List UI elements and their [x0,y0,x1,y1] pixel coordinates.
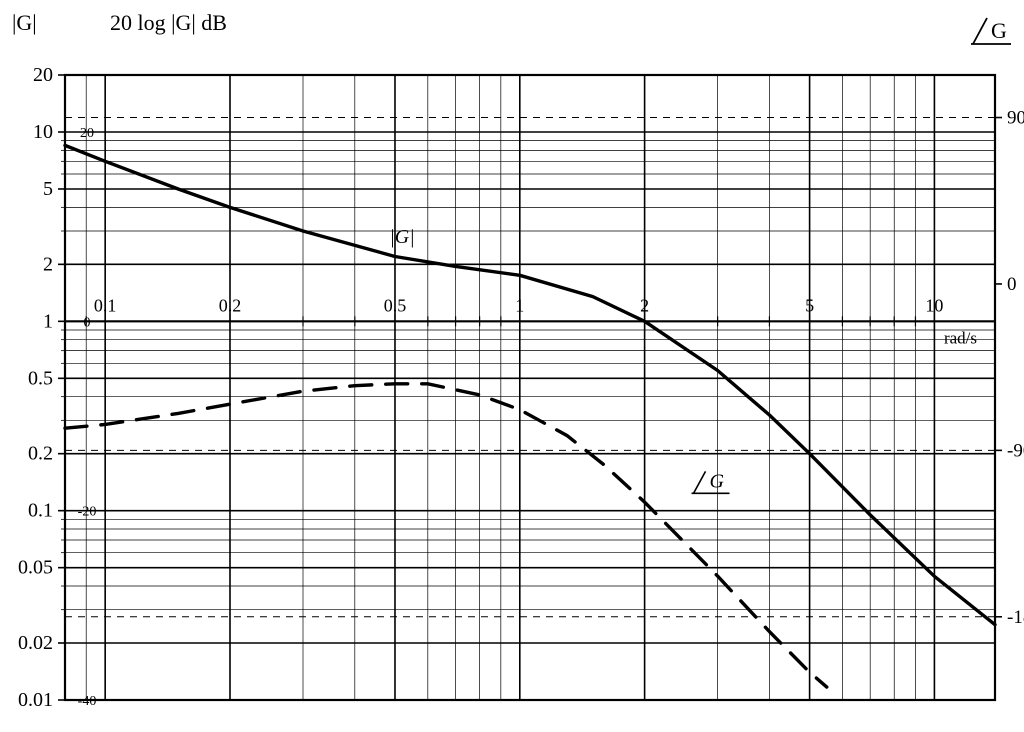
svg-text:0.02: 0.02 [18,632,53,654]
svg-text:5: 5 [805,295,814,315]
svg-text:2: 2 [43,253,53,275]
svg-text:20 log |G| dB: 20 log |G| dB [110,10,227,35]
svg-text:-180: -180 [1007,607,1024,628]
svg-text:0.5: 0.5 [28,367,53,389]
svg-text:0: 0 [1007,274,1017,295]
svg-text:G: G [991,18,1007,43]
svg-text:-90: -90 [1007,440,1024,461]
svg-text:|G|: |G| [12,10,37,35]
svg-text:|G|: |G| [389,226,414,248]
svg-text:0.2: 0.2 [219,295,242,315]
svg-text:10: 10 [33,121,53,143]
svg-text:0: 0 [84,315,91,330]
svg-text:10: 10 [925,295,943,315]
svg-text:5: 5 [43,178,53,200]
svg-text:0.01: 0.01 [18,689,53,711]
svg-text:rad/s: rad/s [944,328,977,347]
svg-text:20: 20 [80,126,94,141]
svg-text:1: 1 [515,295,524,315]
svg-text:G: G [710,470,725,492]
svg-text:-20: -20 [78,505,97,520]
svg-text:20: 20 [33,64,53,86]
svg-text:-40: -40 [78,694,97,709]
svg-text:0.1: 0.1 [28,500,53,522]
svg-text:1: 1 [43,310,53,332]
svg-text:0.05: 0.05 [18,557,53,579]
phase-curve [65,384,827,687]
svg-text:0.1: 0.1 [94,295,117,315]
svg-text:90: 90 [1007,108,1024,129]
bode-chart: 0.10.20.512510rad/s20105210.50.20.10.050… [0,0,1024,732]
svg-text:2: 2 [640,295,649,315]
svg-text:0.2: 0.2 [28,443,53,465]
svg-text:0.5: 0.5 [384,295,407,315]
